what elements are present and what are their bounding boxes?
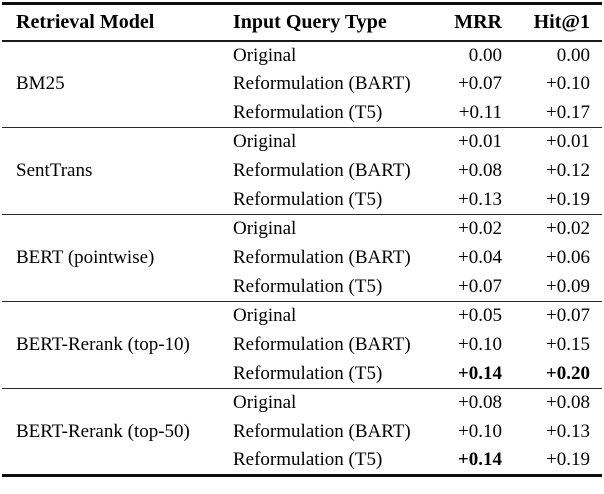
query-type-cell: Reformulation (T5) (233, 101, 383, 123)
hit1-value-cell: +0.02 (546, 218, 590, 240)
header-row: Retrieval Model Input Query Type MRR Hit… (2, 4, 602, 41)
model-name-cell: BERT-Rerank (top-10) (16, 334, 190, 355)
hit1-value-cell: +0.19 (546, 188, 590, 210)
header-mrr: MRR (454, 10, 502, 33)
query-type-cell: Original (233, 131, 297, 153)
table-row: Reformulation (T5) +0.14 +0.19 (2, 447, 602, 476)
model-name-cell: BM25 (16, 73, 65, 95)
query-type-cell: Reformulation (BART) (233, 73, 411, 94)
table-row: Reformulation (T5) +0.13 +0.19 (2, 186, 602, 215)
mrr-value-cell: +0.07 (458, 73, 502, 94)
group-bm25: BM25 Original 0.00 0.00 Reformulation (B… (2, 41, 602, 128)
table-row: BM25 Original 0.00 0.00 (2, 41, 602, 95)
query-type-cell: Original (233, 218, 297, 240)
mrr-value-cell: +0.13 (458, 188, 502, 210)
mrr-value-cell: +0.11 (458, 101, 502, 123)
mrr-value-cell: +0.08 (458, 392, 502, 414)
table-row: BERT (pointwise) Original +0.02 +0.02 (2, 215, 602, 268)
header-retrieval-model: Retrieval Model (16, 10, 155, 33)
query-type-cell: Reformulation (T5) (233, 362, 383, 384)
mrr-value-cell: +0.02 (458, 218, 502, 240)
mrr-value-cell: +0.10 (458, 421, 502, 442)
table-header: Retrieval Model Input Query Type MRR Hit… (2, 4, 602, 41)
query-type-cell: Reformulation (T5) (233, 188, 383, 210)
mrr-value-cell: +0.01 (458, 131, 502, 153)
hit1-value-cell: +0.20 (545, 362, 590, 384)
query-type-cell: Original (233, 44, 297, 66)
mrr-value-cell: +0.04 (458, 247, 502, 268)
table-row: Reformulation (BART) +0.04 +0.06 (2, 244, 602, 273)
group-senttrans: SentTrans Original +0.01 +0.01 Reformula… (2, 128, 602, 215)
hit1-value-cell: +0.19 (546, 449, 590, 471)
table-row: BERT-Rerank (top-50) Original +0.08 +0.0… (2, 389, 602, 441)
table-row: Reformulation (BART) +0.08 +0.12 (2, 157, 602, 186)
mrr-value-cell: +0.14 (457, 362, 502, 384)
mrr-value-cell: +0.10 (458, 334, 502, 355)
hit1-value-cell: +0.15 (546, 334, 590, 355)
hit1-value-cell: +0.13 (546, 421, 590, 442)
hit1-value-cell: +0.17 (546, 101, 590, 123)
group-bert-rerank-top10: BERT-Rerank (top-10) Original +0.05 +0.0… (2, 302, 602, 389)
table-row: SentTrans Original +0.01 +0.01 (2, 128, 602, 181)
query-type-cell: Reformulation (T5) (233, 275, 383, 297)
hit1-value-cell: 0.00 (556, 44, 590, 66)
mrr-value-cell: +0.08 (458, 160, 502, 181)
table-row: Reformulation (T5) +0.11 +0.17 (2, 99, 602, 128)
hit1-value-cell: +0.07 (546, 305, 590, 327)
retrieval-results-table: Retrieval Model Input Query Type MRR Hit… (2, 2, 602, 477)
query-type-cell: Original (233, 305, 297, 327)
query-type-cell: Reformulation (BART) (233, 334, 411, 355)
table-row: Reformulation (BART) +0.10 +0.13 (2, 418, 602, 447)
mrr-value-cell: +0.14 (457, 449, 502, 471)
group-bert-pointwise: BERT (pointwise) Original +0.02 +0.02 Re… (2, 215, 602, 302)
hit1-value-cell: +0.10 (546, 73, 590, 94)
hit1-value-cell: +0.01 (546, 131, 590, 153)
table-row: BERT-Rerank (top-10) Original +0.05 +0.0… (2, 302, 602, 355)
mrr-value-cell: +0.05 (458, 305, 502, 327)
group-bert-rerank-top50: BERT-Rerank (top-50) Original +0.08 +0.0… (2, 389, 602, 476)
hit1-value-cell: +0.06 (546, 247, 590, 268)
table-row: Reformulation (BART) +0.07 +0.10 (2, 70, 602, 99)
mrr-value-cell: +0.07 (458, 275, 502, 297)
hit1-value-cell: +0.12 (546, 160, 590, 181)
model-name-cell: BERT (pointwise) (16, 247, 155, 268)
table-row: Reformulation (BART) +0.10 +0.15 (2, 331, 602, 360)
table-row: Reformulation (T5) +0.14 +0.20 (2, 360, 602, 389)
hit1-value-cell: +0.08 (546, 392, 590, 414)
mrr-value-cell: 0.00 (468, 44, 502, 66)
header-input-query-type: Input Query Type (233, 10, 387, 33)
model-name-cell: SentTrans (16, 160, 93, 181)
query-type-cell: Original (233, 392, 297, 414)
header-hit-at-1: Hit@1 (533, 10, 590, 33)
hit1-value-cell: +0.09 (546, 275, 590, 297)
table-row: Reformulation (T5) +0.07 +0.09 (2, 273, 602, 302)
query-type-cell: Reformulation (BART) (233, 247, 411, 268)
query-type-cell: Reformulation (BART) (233, 421, 411, 442)
model-name-cell: BERT-Rerank (top-50) (16, 420, 190, 442)
query-type-cell: Reformulation (T5) (233, 449, 383, 471)
query-type-cell: Reformulation (BART) (233, 160, 411, 181)
